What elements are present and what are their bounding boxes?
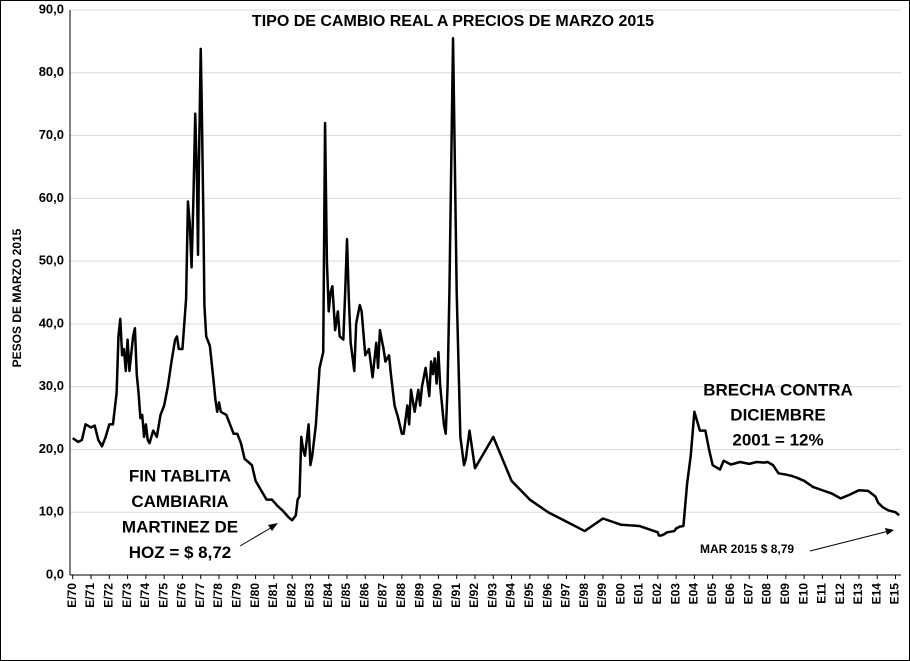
y-tick-label: 20,0 [39,441,64,456]
x-tick-label: E/85 [339,583,353,608]
x-tick-label: E06 [723,583,737,605]
x-tick-label: E/94 [504,583,518,608]
x-tick-label: E/93 [485,583,499,608]
x-tick-label: E/97 [559,583,573,608]
x-tick-label: E/84 [321,583,335,608]
x-tick-label: E/83 [303,583,317,608]
x-tick-label: E01 [632,583,646,605]
x-tick-label: E/87 [376,583,390,608]
x-tick-label: E/95 [522,583,536,608]
annotation: BRECHA CONTRA [703,380,853,399]
x-tick-label: E/70 [65,583,79,608]
x-tick-label: E/98 [577,583,591,608]
x-tick-label: E/90 [431,583,445,608]
x-tick-label: E/73 [120,583,134,608]
x-tick-label: E/78 [211,583,225,608]
x-tick-label: E12 [833,583,847,605]
x-tick-label: E/79 [229,583,243,608]
x-tick-label: E00 [613,583,627,605]
x-tick-label: E/89 [412,583,426,608]
x-tick-label: E/96 [540,583,554,608]
arrowhead [885,528,894,535]
arrowhead [268,523,278,531]
x-tick-label: E/82 [284,583,298,608]
arrow [809,530,890,552]
x-tick-label: E/75 [156,583,170,608]
x-tick-label: E/77 [193,583,207,608]
y-tick-label: 0,0 [46,566,64,581]
data-line [72,37,900,537]
x-tick-label: E02 [650,583,664,605]
y-tick-label: 60,0 [39,190,64,205]
x-tick-label: E07 [741,583,755,605]
arrow [239,525,275,547]
annotation: CAMBIARIA [131,492,228,511]
y-tick-label: 50,0 [39,253,64,268]
x-tick-label: E/74 [138,583,152,608]
x-tick-label: E/91 [449,583,463,608]
annotation: 2001 = 12% [732,430,823,449]
x-tick-label: E/80 [248,583,262,608]
x-tick-label: E/88 [394,583,408,608]
y-tick-label: 10,0 [39,504,64,519]
y-axis-label: PESOS DE MARZO 2015 [10,228,24,367]
y-tick-label: 90,0 [39,1,64,16]
x-tick-label: E13 [851,583,865,605]
x-tick-label: E/81 [266,583,280,608]
x-tick-label: E04 [687,583,701,605]
x-tick-label: E05 [705,583,719,605]
y-tick-label: 80,0 [39,64,64,79]
x-tick-label: E09 [778,583,792,605]
annotation: MAR 2015 $ 8,79 [700,542,794,556]
annotation: HOZ = $ 8,72 [129,543,232,562]
x-tick-label: E15 [888,583,902,605]
x-tick-label: E/72 [101,583,115,608]
annotation: DICIEMBRE [730,405,825,424]
chart-title: TIPO DE CAMBIO REAL A PRECIOS DE MARZO 2… [252,13,654,30]
annotation: MARTINEZ DE [122,517,238,536]
x-tick-label: E03 [668,583,682,605]
y-tick-label: 30,0 [39,378,64,393]
annotation: FIN TABLITA [129,466,231,485]
x-tick-label: E/99 [595,583,609,608]
x-tick-label: E/86 [357,583,371,608]
x-tick-label: E14 [869,583,883,605]
y-tick-label: 70,0 [39,127,64,142]
x-tick-label: E/71 [83,583,97,608]
x-tick-label: E10 [796,583,810,605]
x-tick-label: E08 [760,583,774,605]
x-tick-label: E/92 [467,583,481,608]
y-tick-label: 40,0 [39,315,64,330]
x-tick-label: E11 [815,583,829,604]
x-tick-label: E/76 [175,583,189,608]
